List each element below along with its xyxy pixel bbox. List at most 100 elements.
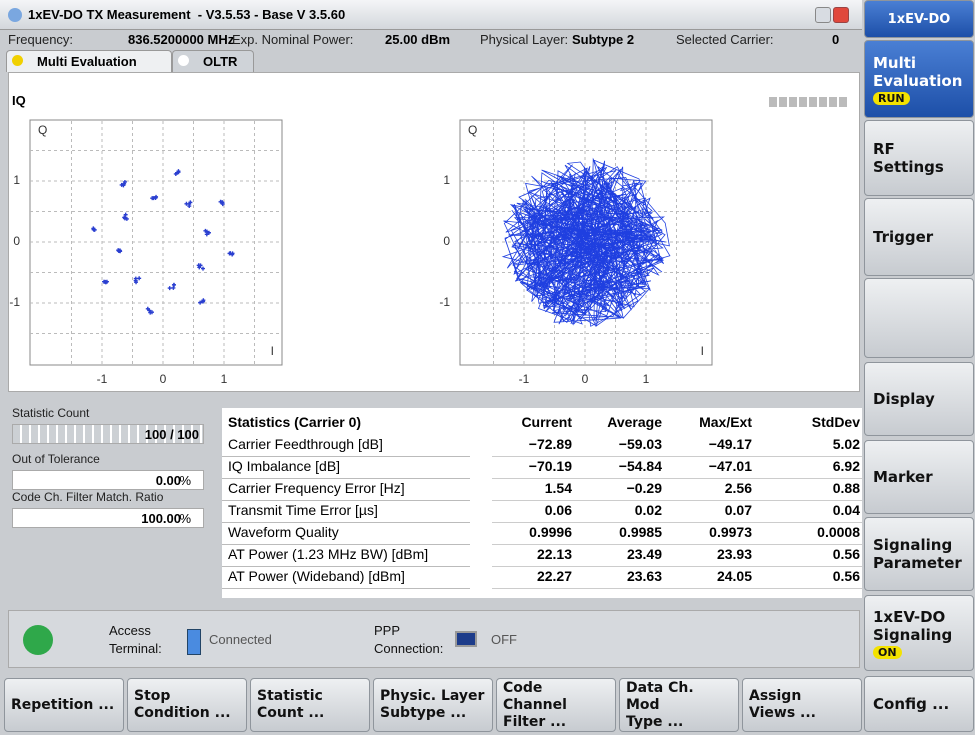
row-rule [492, 500, 862, 501]
table-cell: 23.93 [716, 546, 752, 562]
button-label: Repetition ... [11, 696, 115, 713]
status-label: Terminal: [109, 641, 162, 656]
bottom-button[interactable]: Statistic Count ... [250, 678, 370, 732]
softkey-header: 1xEV-DO [864, 0, 974, 38]
softkey-badge: ON [873, 645, 902, 659]
tab[interactable]: OLTR [172, 50, 254, 72]
iq-label: IQ [12, 93, 26, 108]
softkey[interactable]: Marker [864, 440, 974, 514]
table-cell: 23.63 [626, 568, 662, 584]
table-cell: 0.06 [544, 502, 572, 518]
softkey[interactable]: Multi Evaluation RUN [864, 40, 974, 118]
button-label: Filter ... [503, 713, 567, 730]
softkey-label: Parameter [873, 554, 962, 572]
progress-indicator [769, 97, 849, 107]
softkey-label: Trigger [873, 228, 934, 246]
table-cell: −70.19 [528, 458, 572, 474]
table-cell: AT Power (Wideband) [dBm] [228, 568, 405, 584]
bottom-button[interactable]: Repetition ... [4, 678, 124, 732]
softkey[interactable]: Trigger [864, 198, 974, 276]
table-cell: 0.9985 [619, 524, 662, 540]
table-cell: 22.13 [536, 546, 572, 562]
table-cell: −72.89 [528, 436, 572, 452]
table-cell: IQ Imbalance [dB] [228, 458, 341, 474]
row-rule [492, 478, 862, 479]
info-label: Selected Carrier: [676, 32, 774, 47]
antenna-icon [23, 625, 53, 655]
bottom-button[interactable]: Data Ch. Mod Type ... [619, 678, 739, 732]
softkey-badge: RUN [873, 91, 910, 105]
table-cell: Carrier Frequency Error [Hz] [228, 480, 405, 496]
tab-dot [178, 55, 189, 66]
button-label: Subtype ... [380, 705, 467, 721]
table-cell: 24.05 [716, 568, 752, 584]
softkey-label: Display [873, 390, 935, 408]
stat-label: Code Ch. Filter Match. Ratio [12, 490, 164, 504]
softkey-label: Signaling [873, 536, 953, 554]
button-label: Assign [749, 688, 802, 704]
row-rule [222, 544, 470, 545]
status-value: Connected [209, 632, 272, 647]
table-cell: 0.04 [832, 502, 860, 518]
softkey-label: Multi [873, 53, 917, 72]
table-cell: AT Power (1.23 MHz BW) [dBm] [228, 546, 429, 562]
softkey-label: Signaling [873, 625, 953, 644]
softkey-label: Settings [873, 158, 944, 176]
button-label: Condition ... [134, 705, 231, 721]
table-cell: Carrier Feedthrough [dB] [228, 436, 383, 452]
info-value: 836.5200000 MHz [128, 32, 235, 47]
stat-unit: % [179, 473, 191, 488]
table-header: Max/Ext [699, 414, 752, 430]
table-cell: 2.56 [724, 480, 752, 496]
softkey[interactable]: Display [864, 362, 974, 436]
stat-box: 100 / 100 [12, 424, 204, 444]
row-rule [222, 588, 470, 589]
softkey[interactable] [864, 278, 974, 358]
softkey-label: 1xEV-DO [873, 607, 946, 626]
info-value: 25.00 dBm [385, 32, 451, 47]
status-label: Connection: [374, 641, 444, 656]
row-rule [492, 566, 862, 567]
softkey[interactable]: RF Settings [864, 120, 974, 196]
softkey[interactable]: Signaling Parameter [864, 517, 974, 591]
tab-label: Multi Evaluation [37, 54, 137, 69]
softkey[interactable]: Config ... [864, 676, 974, 732]
softkey-label: RF [873, 140, 895, 158]
softkey-label: 1xEV-DO [887, 11, 951, 27]
table-header: Current [521, 414, 572, 430]
table-header: StdDev [811, 414, 860, 430]
bottom-button[interactable]: Physic. Layer Subtype ... [373, 678, 493, 732]
softkey-label: Config ... [873, 695, 950, 713]
tab[interactable]: Multi Evaluation [6, 50, 172, 72]
table-cell: −0.29 [626, 480, 662, 496]
softkey-label: Marker [873, 468, 933, 486]
table-cell: 22.27 [536, 568, 572, 584]
table-cell: 23.49 [626, 546, 662, 562]
softkey[interactable]: 1xEV-DO Signaling ON [864, 595, 974, 671]
status-label: Access [109, 623, 151, 638]
stat-value: 100 / 100 [144, 427, 199, 442]
bottom-button[interactable]: Code Channel Filter ... [496, 678, 616, 732]
table-header: Statistics (Carrier 0) [228, 414, 362, 430]
table-cell: Waveform Quality [228, 524, 339, 540]
window-title: 1xEV-DO TX Measurement - V3.5.53 - Base … [28, 7, 346, 22]
close-button[interactable] [833, 7, 849, 23]
status-value: OFF [491, 632, 517, 647]
button-label: Statistic [257, 688, 323, 704]
stat-unit: % [179, 511, 191, 526]
iq-panel: IQ [8, 72, 860, 392]
minimize-button[interactable] [815, 7, 831, 23]
table-cell: 0.56 [832, 568, 860, 584]
stat-value: 100.00 [141, 511, 181, 526]
button-label: Physic. Layer [380, 688, 485, 704]
bottom-button[interactable]: Assign Views ... [742, 678, 862, 732]
table-cell: 6.92 [832, 458, 860, 474]
table-cell: −47.01 [708, 458, 752, 474]
table-cell: −59.03 [618, 436, 662, 452]
table-cell: 0.02 [634, 502, 662, 518]
bottom-button[interactable]: Stop Condition ... [127, 678, 247, 732]
table-cell: 0.9973 [709, 524, 752, 540]
table-header: Average [607, 414, 662, 430]
tab-dot [12, 55, 23, 66]
